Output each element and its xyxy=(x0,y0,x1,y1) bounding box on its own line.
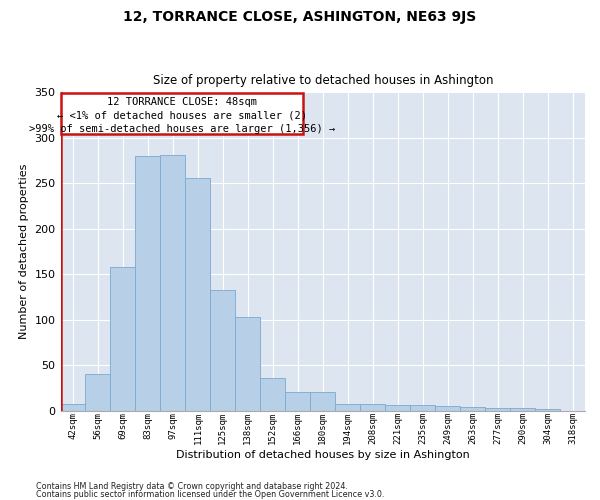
Bar xyxy=(110,267,136,411)
Bar xyxy=(61,404,85,411)
Text: 12, TORRANCE CLOSE, ASHINGTON, NE63 9JS: 12, TORRANCE CLOSE, ASHINGTON, NE63 9JS xyxy=(124,10,476,24)
Bar xyxy=(385,406,410,411)
Text: Contains HM Land Registry data © Crown copyright and database right 2024.: Contains HM Land Registry data © Crown c… xyxy=(36,482,348,491)
X-axis label: Distribution of detached houses by size in Ashington: Distribution of detached houses by size … xyxy=(176,450,470,460)
Text: Contains public sector information licensed under the Open Government Licence v3: Contains public sector information licen… xyxy=(36,490,385,499)
Text: >99% of semi-detached houses are larger (1,356) →: >99% of semi-detached houses are larger … xyxy=(29,124,335,134)
Bar xyxy=(510,408,535,411)
Title: Size of property relative to detached houses in Ashington: Size of property relative to detached ho… xyxy=(152,74,493,87)
Bar xyxy=(61,93,303,134)
Bar xyxy=(185,178,211,411)
Bar xyxy=(310,392,335,411)
Text: 12 TORRANCE CLOSE: 48sqm: 12 TORRANCE CLOSE: 48sqm xyxy=(107,97,257,107)
Bar xyxy=(136,156,160,411)
Bar xyxy=(211,290,235,411)
Text: ← <1% of detached houses are smaller (2): ← <1% of detached houses are smaller (2) xyxy=(57,110,307,120)
Bar xyxy=(235,317,260,411)
Bar xyxy=(85,374,110,411)
Bar xyxy=(260,378,285,411)
Bar xyxy=(435,406,460,411)
Bar xyxy=(285,392,310,411)
Bar xyxy=(360,404,385,411)
Bar xyxy=(460,407,485,411)
Y-axis label: Number of detached properties: Number of detached properties xyxy=(19,164,29,340)
Bar xyxy=(485,408,510,411)
Bar xyxy=(535,409,560,411)
Bar xyxy=(410,406,435,411)
Bar xyxy=(160,155,185,411)
Bar xyxy=(335,404,360,411)
